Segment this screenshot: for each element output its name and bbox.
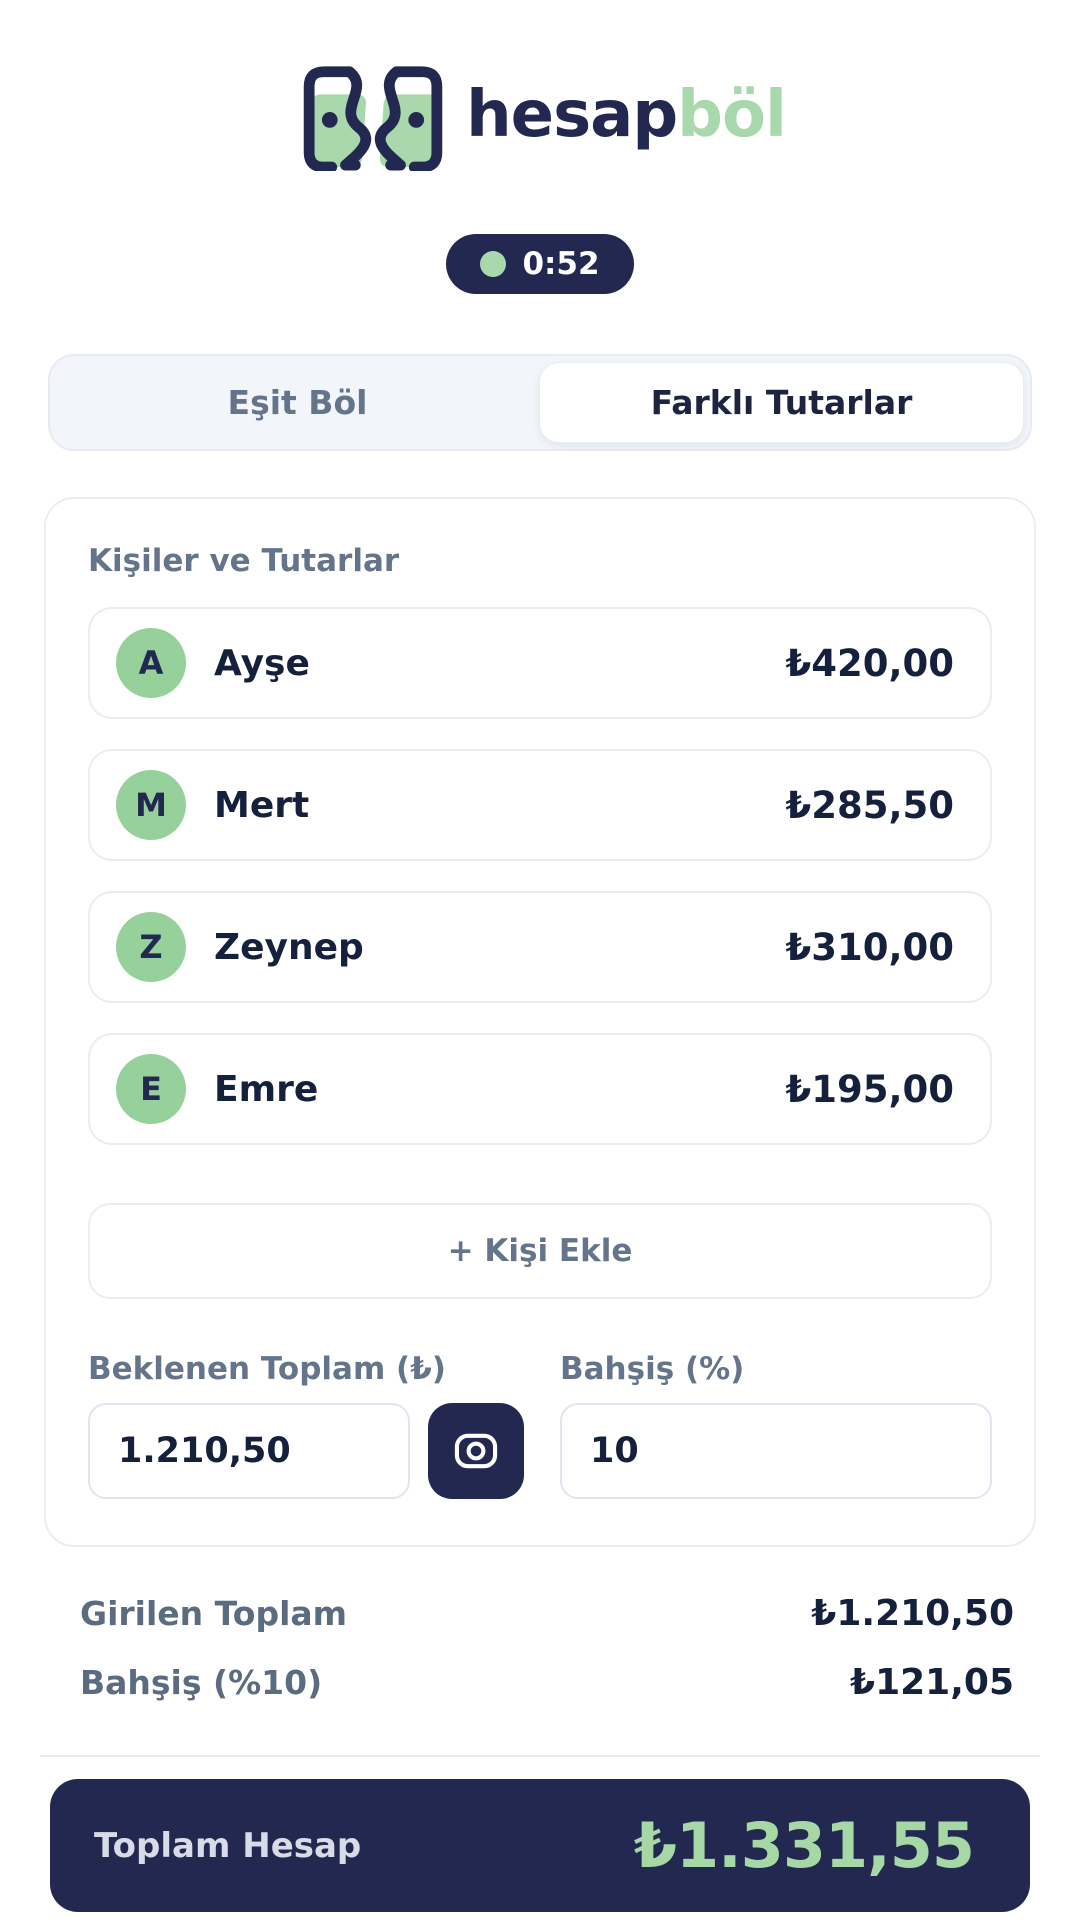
person-row-zeynep[interactable]: Z Zeynep ₺310,00 bbox=[88, 891, 992, 1004]
people-card: Kişiler ve Tutarlar A Ayşe ₺420,00 M Mer… bbox=[44, 497, 1036, 1548]
people-card-title: Kişiler ve Tutarlar bbox=[88, 543, 400, 580]
total-bar: Toplam Hesap ₺1.331,55 bbox=[50, 1779, 1030, 1912]
expected-total-label: Beklenen Toplam (₺) bbox=[88, 1351, 446, 1388]
person-amount: ₺195,00 bbox=[785, 1067, 954, 1111]
tip-input[interactable] bbox=[560, 1403, 992, 1500]
person-amount: ₺285,50 bbox=[785, 783, 954, 827]
person-amount: ₺310,00 bbox=[785, 925, 954, 969]
add-person-button[interactable]: + Kişi Ekle bbox=[88, 1203, 992, 1300]
tab-farkli-tutarlar[interactable]: Farklı Tutarlar bbox=[539, 362, 1024, 444]
timer-wrap: 0:52 bbox=[0, 234, 1080, 294]
avatar: M bbox=[116, 770, 186, 841]
tip-label: Bahşiş (%) bbox=[560, 1351, 745, 1388]
summary-row-tip: Bahşiş (%10) ₺121,05 bbox=[80, 1662, 1014, 1703]
app-logo-text: hesapböl bbox=[466, 83, 787, 147]
tab-esit-bol[interactable]: Eşit Böl bbox=[56, 362, 539, 443]
summary-row-entered-total: Girilen Toplam ₺1.210,50 bbox=[80, 1593, 1014, 1634]
person-row-emre[interactable]: E Emre ₺195,00 bbox=[88, 1033, 992, 1146]
camera-icon bbox=[454, 1434, 498, 1469]
avatar: Z bbox=[116, 912, 186, 983]
person-name: Mert bbox=[214, 784, 310, 826]
logo-word-primary: hesap bbox=[466, 78, 678, 152]
camera-scan-button[interactable] bbox=[428, 1403, 524, 1500]
summary-value: ₺121,05 bbox=[850, 1662, 1014, 1704]
app-header: hesapböl bbox=[0, 60, 1080, 171]
summary-label: Bahşiş (%10) bbox=[80, 1663, 323, 1703]
split-mode-tabs: Eşit Böl Farklı Tutarlar bbox=[48, 354, 1032, 452]
person-amount: ₺420,00 bbox=[785, 641, 954, 685]
expected-total-group: Beklenen Toplam (₺) bbox=[88, 1351, 524, 1500]
avatar: E bbox=[116, 1054, 186, 1125]
torn-banknote-logo-icon bbox=[303, 66, 443, 171]
timer-dot-icon bbox=[480, 251, 507, 277]
summary-label: Girilen Toplam bbox=[80, 1594, 348, 1634]
person-row-mert[interactable]: M Mert ₺285,50 bbox=[88, 749, 992, 862]
divider bbox=[40, 1755, 1040, 1758]
summary-value: ₺1.210,50 bbox=[811, 1593, 1014, 1635]
total-label: Toplam Hesap bbox=[94, 1825, 362, 1866]
tip-group: Bahşiş (%) bbox=[560, 1351, 992, 1500]
person-row-ayse[interactable]: A Ayşe ₺420,00 bbox=[88, 607, 992, 720]
logo-word-accent: böl bbox=[677, 78, 787, 152]
inputs-row: Beklenen Toplam (₺) Bahşiş (%) bbox=[88, 1351, 992, 1500]
summary-section: Girilen Toplam ₺1.210,50 Bahşiş (%10) ₺1… bbox=[80, 1593, 1014, 1703]
avatar: A bbox=[116, 628, 186, 699]
person-name: Ayşe bbox=[214, 642, 310, 684]
person-name: Emre bbox=[214, 1068, 319, 1110]
person-name: Zeynep bbox=[214, 926, 364, 968]
total-value: ₺1.331,55 bbox=[633, 1809, 975, 1883]
timer-value: 0:52 bbox=[522, 246, 600, 282]
expected-total-input[interactable] bbox=[88, 1403, 410, 1500]
timer-badge: 0:52 bbox=[446, 234, 634, 294]
